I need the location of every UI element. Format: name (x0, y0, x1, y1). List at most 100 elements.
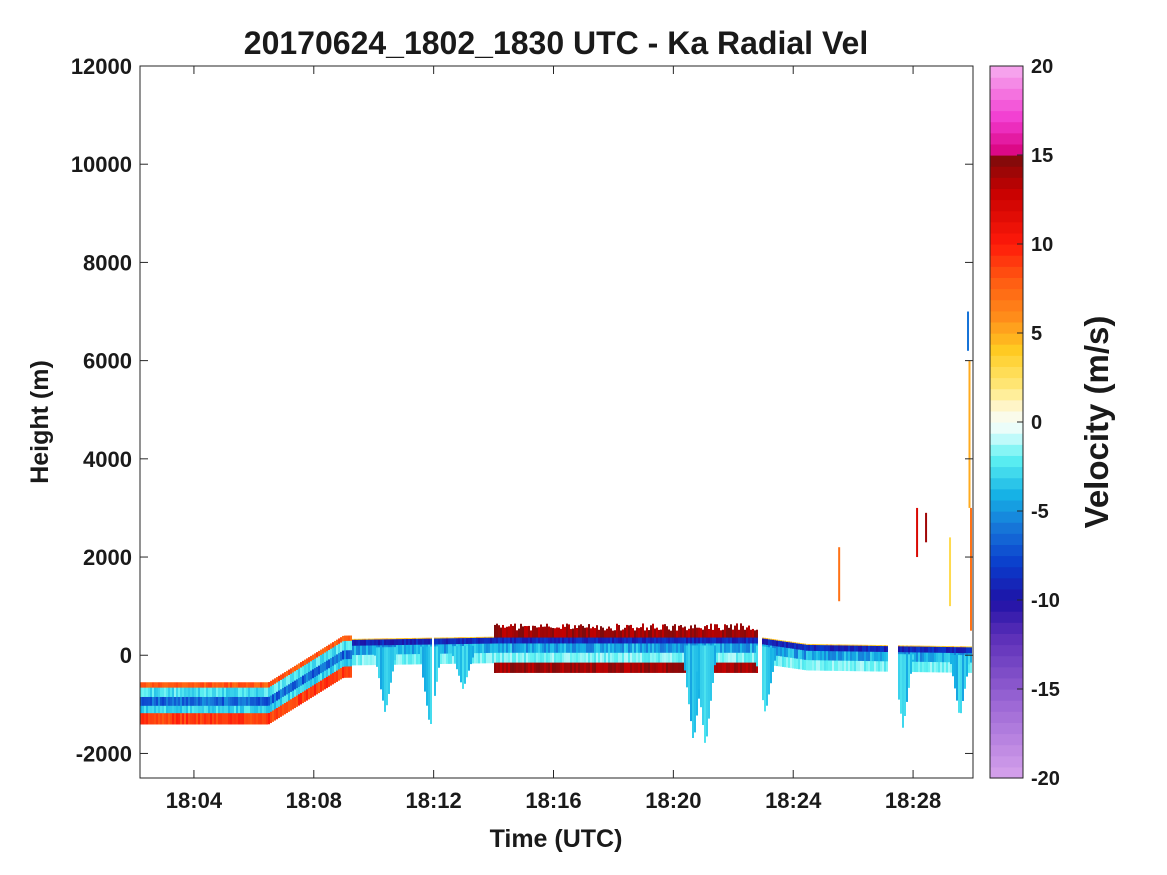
heatmap-cell (750, 629, 752, 639)
colorbar-segment (990, 455, 1023, 468)
heatmap-cell (314, 668, 316, 678)
heatmap-cell (638, 652, 640, 664)
heatmap-cell (898, 646, 900, 653)
heatmap-cell (592, 643, 594, 654)
heatmap-cell (798, 649, 800, 660)
heatmap-cell (236, 682, 238, 689)
heatmap-cell (576, 627, 578, 639)
heatmap-cell (722, 662, 724, 673)
heatmap-cell (722, 637, 724, 644)
heatmap-cell (568, 637, 570, 644)
heatmap-cell (402, 654, 404, 665)
heatmap-cell (426, 646, 428, 706)
heatmap-cell (812, 650, 814, 661)
heatmap-cell (818, 650, 820, 661)
heatmap-cell (342, 666, 344, 679)
heatmap-cell (240, 682, 242, 689)
heatmap-cell (286, 670, 288, 677)
heatmap-cell (622, 637, 624, 644)
colorbar-segment (990, 666, 1023, 679)
heatmap-cell (594, 652, 596, 664)
heatmap-cell (482, 637, 484, 645)
heatmap-cell (608, 637, 610, 644)
heatmap-cell (656, 662, 658, 673)
heatmap-cell (280, 679, 282, 690)
heatmap-cell (286, 694, 288, 703)
heatmap-cell (918, 646, 920, 653)
heatmap-cell (196, 705, 198, 714)
heatmap-cell (968, 655, 970, 665)
heatmap-cell (818, 645, 820, 652)
heatmap-cell (274, 678, 276, 685)
heatmap-cell (506, 662, 508, 673)
heatmap-cell (502, 652, 504, 664)
colorbar-segment (990, 110, 1023, 123)
heatmap-cell (590, 662, 592, 673)
heatmap-cell (578, 652, 580, 664)
heatmap-cell (668, 652, 670, 664)
heatmap-cell (448, 644, 450, 655)
heatmap-cell (658, 629, 660, 639)
heatmap-cell (582, 625, 584, 639)
heatmap-cell (726, 643, 728, 654)
x-tick-label: 18:04 (166, 788, 223, 813)
y-tick-label: 4000 (83, 447, 132, 472)
heatmap-cell (724, 624, 726, 639)
heatmap-cell (556, 652, 558, 664)
heatmap-cell (580, 652, 582, 664)
heatmap-cell (934, 652, 936, 663)
heatmap-cell (542, 652, 544, 664)
heatmap-cell (620, 652, 622, 664)
x-tick-label: 18:24 (765, 788, 822, 813)
heatmap-cell (340, 651, 342, 662)
heatmap-cell (516, 652, 518, 664)
heatmap-cell (548, 637, 550, 644)
heatmap-cell (332, 673, 334, 685)
heatmap-cell (832, 645, 834, 652)
heatmap-cell (766, 639, 768, 646)
heatmap-cell (604, 630, 606, 639)
heatmap-cell (654, 628, 656, 639)
heatmap-cell (368, 645, 370, 656)
heatmap-cell (654, 652, 656, 664)
heatmap-cell (182, 682, 184, 689)
heatmap-cell (696, 627, 698, 639)
heatmap-cell (172, 705, 174, 714)
heatmap-cell (448, 638, 450, 645)
heatmap-cell (528, 662, 530, 673)
heatmap-cell (224, 682, 226, 689)
heatmap-cell (570, 643, 572, 654)
heatmap-cell (822, 651, 824, 661)
heatmap-cell (600, 643, 602, 654)
heatmap-cell (200, 705, 202, 714)
heatmap-cell (540, 652, 542, 664)
heatmap-cell (430, 638, 432, 646)
heatmap-cell (804, 659, 806, 671)
heatmap-cell (642, 623, 644, 639)
heatmap-cell (232, 696, 234, 707)
heatmap-cell (318, 674, 320, 683)
heatmap-cell (148, 705, 150, 714)
heatmap-cell (194, 696, 196, 707)
heatmap-cell (620, 662, 622, 673)
heatmap-cell (398, 639, 400, 646)
heatmap-cell (266, 696, 268, 707)
heatmap-cell (548, 626, 550, 639)
heatmap-cell (636, 637, 638, 644)
heatmap-cell (156, 682, 158, 689)
heatmap-cell (188, 687, 190, 698)
heatmap-cell (466, 638, 468, 645)
heatmap-cell (532, 637, 534, 644)
heatmap-cell (904, 654, 906, 716)
heatmap-cell (262, 713, 264, 725)
heatmap-cell (180, 696, 182, 707)
heatmap-cell (722, 643, 724, 654)
heatmap-cell (540, 662, 542, 673)
heatmap-cell (640, 637, 642, 644)
heatmap-cell (820, 645, 822, 652)
heatmap-cell (356, 639, 358, 647)
heatmap-cell (216, 705, 218, 714)
heatmap-cell (386, 639, 388, 646)
heatmap-cell (534, 652, 536, 664)
heatmap-cell (154, 682, 156, 689)
